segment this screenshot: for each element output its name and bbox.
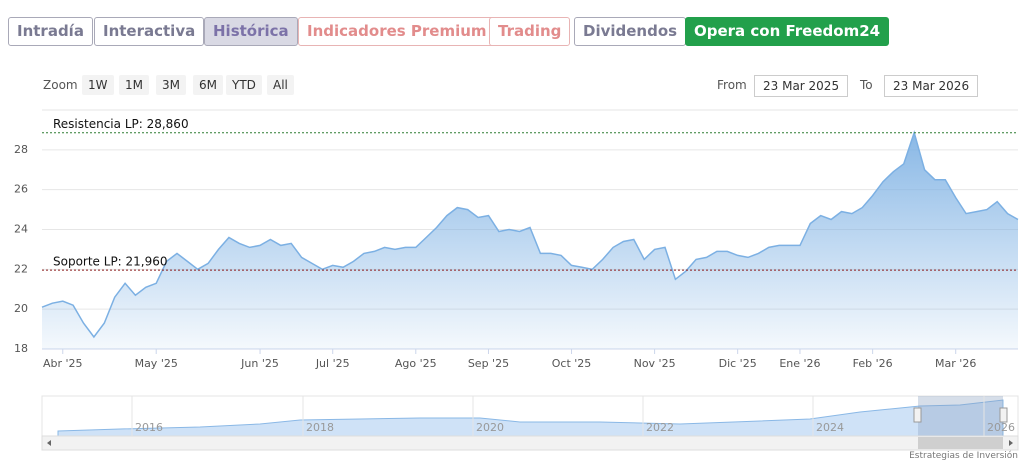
y-tick-label: 22 bbox=[14, 262, 28, 275]
from-label: From bbox=[717, 78, 747, 92]
navigator-year: 2016 bbox=[135, 421, 163, 434]
annotation-label: Resistencia LP: 28,860 bbox=[53, 117, 189, 131]
y-tick-label: 26 bbox=[14, 183, 28, 196]
x-tick-label: Ene '26 bbox=[779, 357, 820, 370]
navigator-year: 2022 bbox=[646, 421, 674, 434]
y-tick-label: 18 bbox=[14, 342, 28, 355]
tab[interactable]: Interactiva bbox=[94, 17, 205, 46]
navigator-year: 2018 bbox=[306, 421, 334, 434]
credit: Estrategias de Inversión bbox=[909, 451, 1018, 461]
x-tick-label: Mar '26 bbox=[935, 357, 976, 370]
x-tick-label: Feb '26 bbox=[853, 357, 893, 370]
zoom-button[interactable]: All bbox=[267, 75, 294, 95]
annotation-label: Soporte LP: 21,960 bbox=[53, 255, 168, 269]
scrollbar-thumb[interactable] bbox=[918, 437, 1003, 449]
zoom-button[interactable]: 6M bbox=[193, 75, 223, 95]
scroll-right[interactable] bbox=[1009, 440, 1013, 446]
tab[interactable]: Histórica bbox=[204, 17, 298, 46]
x-tick-label: Dic '25 bbox=[719, 357, 757, 370]
zoom-label: Zoom bbox=[43, 78, 78, 92]
tab[interactable]: Trading bbox=[489, 17, 571, 46]
navigator: 2016 2018 2020 2022 2024 2026 bbox=[41, 395, 1019, 451]
zoom-button[interactable]: 1W bbox=[82, 75, 114, 95]
navigator-series bbox=[57, 399, 1004, 437]
y-tick-label: 28 bbox=[14, 143, 28, 156]
tab[interactable]: Indicadores Premium bbox=[298, 17, 496, 46]
x-tick-label: Ago '25 bbox=[395, 357, 437, 370]
x-tick-label: Jun '25 bbox=[240, 357, 279, 370]
navigator-handle[interactable] bbox=[913, 407, 922, 423]
zoom-button[interactable]: 1M bbox=[119, 75, 149, 95]
scroll-left[interactable] bbox=[47, 440, 51, 446]
navigator-year: 2020 bbox=[476, 421, 504, 434]
x-tick-label: Nov '25 bbox=[634, 357, 676, 370]
navigator-handle[interactable] bbox=[999, 407, 1008, 423]
x-tick-label: Sep '25 bbox=[468, 357, 509, 370]
navigator-year: 2024 bbox=[816, 421, 844, 434]
x-tick-label: May '25 bbox=[135, 357, 178, 370]
from-input[interactable]: 23 Mar 2025 bbox=[754, 75, 849, 97]
y-tick-label: 24 bbox=[14, 223, 28, 236]
x-tick-label: Jul '25 bbox=[315, 357, 350, 370]
line bbox=[41, 130, 1019, 339]
zoom-button[interactable]: YTD bbox=[226, 75, 262, 95]
x-tick-label: Abr '25 bbox=[43, 357, 83, 370]
tab[interactable]: Intradía bbox=[8, 17, 93, 46]
to-label: To bbox=[860, 78, 873, 92]
zoom-button[interactable]: 3M bbox=[156, 75, 186, 95]
to-input[interactable]: 23 Mar 2026 bbox=[884, 75, 979, 97]
scrollbar[interactable] bbox=[41, 435, 1019, 451]
x-tick-label: Oct '25 bbox=[552, 357, 592, 370]
navigator-year: 2026 bbox=[987, 421, 1015, 434]
navigator-selection[interactable] bbox=[918, 396, 1003, 436]
area bbox=[42, 132, 1018, 349]
tab[interactable]: Dividendos bbox=[574, 17, 687, 46]
tab[interactable]: Opera con Freedom24 bbox=[685, 17, 890, 46]
y-tick-label: 20 bbox=[14, 302, 28, 315]
